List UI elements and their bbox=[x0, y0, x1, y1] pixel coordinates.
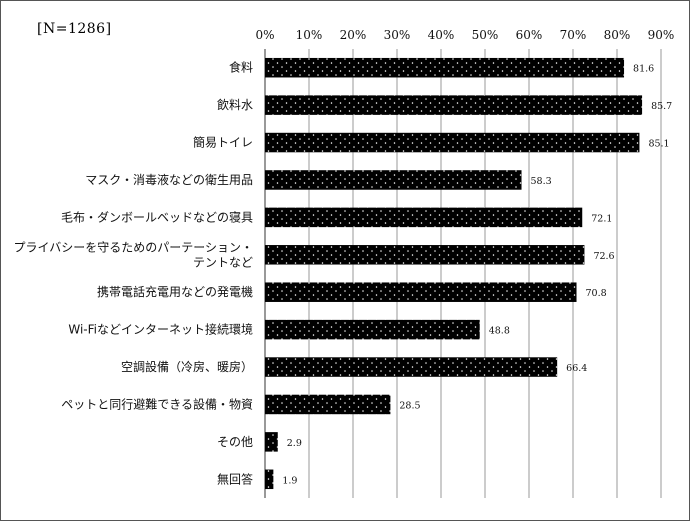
category-label: プライバシーを守るためのパーテーション・ bbox=[13, 240, 253, 254]
data-label: 85.7 bbox=[651, 101, 672, 112]
category-label: 空調設備（冷房、暖房） bbox=[121, 359, 253, 374]
category-label: 携帯電話充電用などの発電機 bbox=[97, 284, 253, 299]
bar bbox=[265, 282, 577, 302]
bar bbox=[265, 357, 558, 377]
bar bbox=[265, 57, 625, 78]
data-label: 72.1 bbox=[591, 213, 612, 224]
bar bbox=[265, 469, 274, 490]
x-tick-label: 50% bbox=[472, 28, 499, 42]
bar bbox=[265, 394, 391, 415]
bar bbox=[265, 207, 583, 228]
data-label: 58.3 bbox=[531, 176, 552, 187]
category-label: 食料 bbox=[229, 60, 253, 75]
x-tick-label: 20% bbox=[340, 28, 367, 42]
data-label: 85.1 bbox=[648, 139, 669, 150]
x-tick-label: 40% bbox=[428, 28, 455, 42]
bar bbox=[265, 95, 643, 115]
gridlines bbox=[264, 49, 662, 498]
bar bbox=[265, 319, 480, 340]
data-label: 1.9 bbox=[282, 475, 297, 486]
category-label: 飲料水 bbox=[217, 97, 253, 112]
bar bbox=[265, 245, 585, 265]
category-label: マスク・消毒液などの衛生用品 bbox=[85, 172, 253, 187]
bars: 81.6 85.7 85.1 58.3 72.1 72.6 70.8 48.8 66.4 28.5… bbox=[265, 57, 672, 490]
x-tick-label: 80% bbox=[604, 28, 631, 42]
data-label: 66.4 bbox=[566, 363, 587, 374]
sample-size-label: [N=1286] bbox=[37, 21, 112, 37]
data-label: 70.8 bbox=[586, 288, 607, 299]
x-tick-label: 10% bbox=[296, 28, 323, 42]
bar bbox=[265, 432, 278, 452]
x-tick-label: 30% bbox=[384, 28, 411, 42]
category-label: ペットと同行避難できる設備・物資 bbox=[61, 396, 253, 411]
x-axis-ticks: 0% 10% 20% 30% 40% 50% 60% 70% 80% 90% bbox=[255, 28, 674, 42]
data-label: 2.9 bbox=[287, 438, 302, 449]
category-label: テントなど bbox=[193, 255, 253, 269]
data-label: 81.6 bbox=[633, 64, 654, 75]
data-label: 48.8 bbox=[489, 326, 510, 337]
x-tick-label: 70% bbox=[560, 28, 587, 42]
x-tick-label: 90% bbox=[648, 28, 675, 42]
category-label: その他 bbox=[217, 435, 253, 449]
bar bbox=[265, 170, 522, 190]
x-tick-label: 0% bbox=[255, 28, 274, 42]
data-label: 72.6 bbox=[593, 251, 614, 262]
bar bbox=[265, 132, 640, 153]
data-label: 28.5 bbox=[399, 400, 420, 411]
category-label: 無回答 bbox=[217, 471, 253, 486]
category-labels: 食料飲料水簡易トイレマスク・消毒液などの衛生用品毛布・ダンボールベッドなどの寝具… bbox=[13, 60, 253, 487]
category-label: 毛布・ダンボールベッドなどの寝具 bbox=[61, 209, 253, 224]
x-tick-label: 60% bbox=[516, 28, 543, 42]
category-label: 簡易トイレ bbox=[193, 135, 253, 150]
category-label: Wi-Fiなどインターネット接続環境 bbox=[68, 322, 253, 337]
